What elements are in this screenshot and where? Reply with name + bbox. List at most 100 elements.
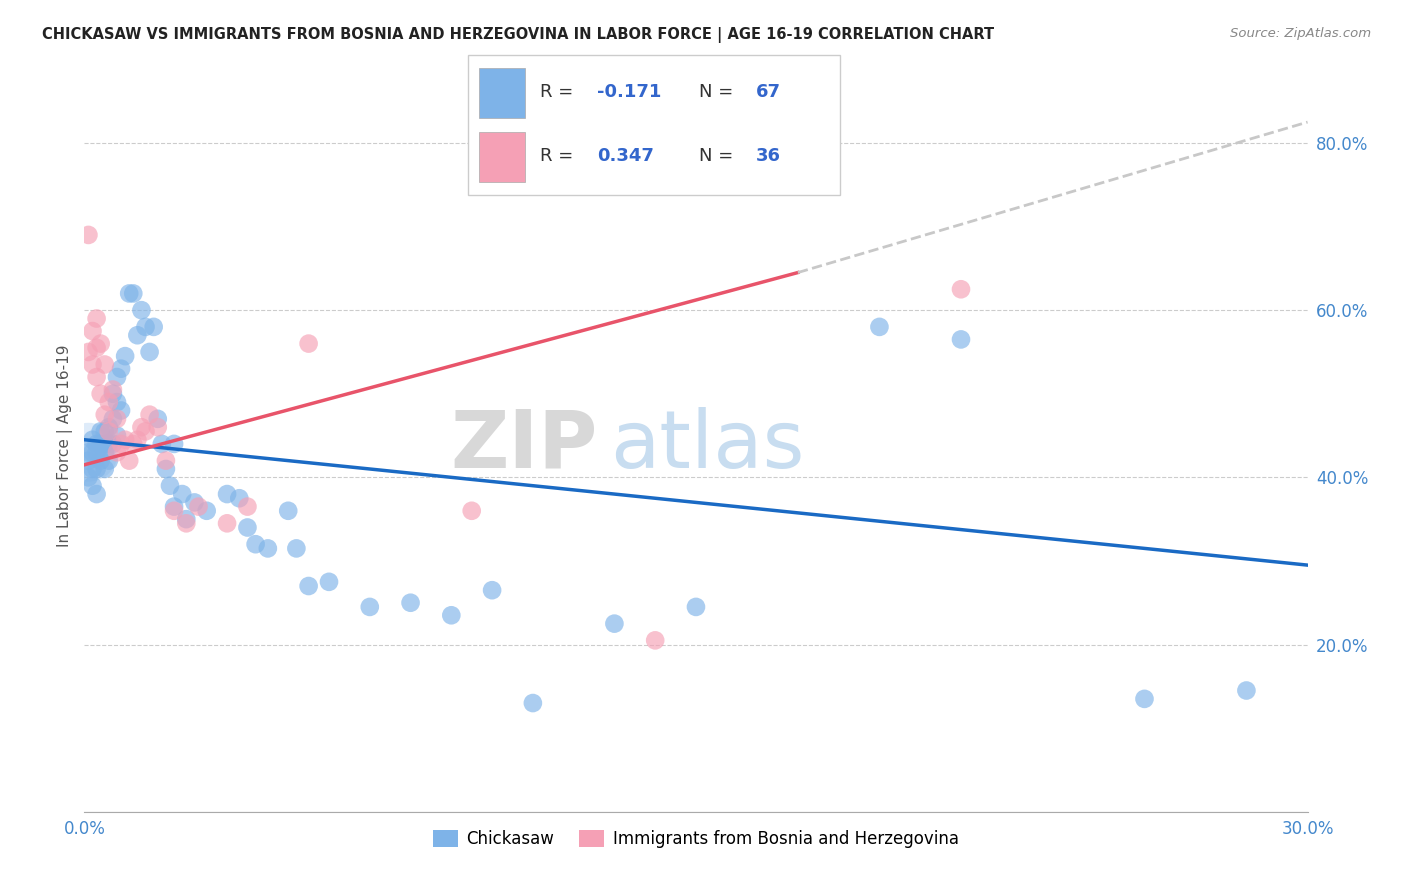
Point bbox=[93, 462, 115, 476]
Point bbox=[298, 336, 321, 351]
Point bbox=[105, 412, 128, 426]
Point bbox=[118, 453, 141, 467]
Point bbox=[142, 319, 165, 334]
Point bbox=[90, 336, 112, 351]
Point bbox=[163, 504, 186, 518]
Point bbox=[399, 596, 422, 610]
Point bbox=[93, 358, 115, 372]
Text: -0.171: -0.171 bbox=[598, 83, 661, 101]
Point bbox=[105, 395, 128, 409]
Point bbox=[644, 633, 666, 648]
Point bbox=[155, 453, 177, 467]
Point bbox=[82, 433, 104, 447]
Point bbox=[787, 157, 810, 171]
Point bbox=[101, 437, 124, 451]
Point bbox=[97, 425, 120, 439]
Point bbox=[122, 437, 145, 451]
Point bbox=[82, 479, 104, 493]
FancyBboxPatch shape bbox=[479, 68, 524, 118]
Point bbox=[114, 349, 136, 363]
Point bbox=[127, 328, 149, 343]
Point bbox=[135, 425, 157, 439]
Point bbox=[146, 412, 169, 426]
Point bbox=[603, 616, 626, 631]
Text: 36: 36 bbox=[756, 147, 782, 165]
Text: R =: R = bbox=[540, 147, 574, 165]
Point bbox=[163, 437, 186, 451]
Point bbox=[101, 412, 124, 426]
Point bbox=[298, 579, 321, 593]
Text: 67: 67 bbox=[756, 83, 782, 101]
Point bbox=[93, 425, 115, 439]
Point bbox=[90, 437, 112, 451]
Point bbox=[359, 599, 381, 614]
Point bbox=[118, 286, 141, 301]
Point bbox=[245, 537, 267, 551]
Point bbox=[90, 425, 112, 439]
Point bbox=[93, 408, 115, 422]
Point bbox=[135, 319, 157, 334]
Point bbox=[93, 437, 115, 451]
Point bbox=[163, 500, 186, 514]
Y-axis label: In Labor Force | Age 16-19: In Labor Force | Age 16-19 bbox=[58, 344, 73, 548]
Point bbox=[950, 333, 973, 347]
Point bbox=[481, 583, 503, 598]
Point bbox=[236, 500, 259, 514]
Text: N =: N = bbox=[699, 83, 734, 101]
Point bbox=[110, 437, 132, 451]
Point bbox=[86, 462, 108, 476]
Point bbox=[77, 445, 100, 459]
FancyBboxPatch shape bbox=[479, 132, 524, 182]
Point bbox=[183, 495, 205, 509]
Point bbox=[155, 462, 177, 476]
Point bbox=[86, 311, 108, 326]
Point bbox=[440, 608, 463, 623]
Point bbox=[122, 286, 145, 301]
Point bbox=[97, 395, 120, 409]
Text: R =: R = bbox=[540, 83, 574, 101]
Point bbox=[114, 433, 136, 447]
Point bbox=[97, 420, 120, 434]
Point bbox=[131, 420, 153, 434]
Point bbox=[127, 433, 149, 447]
Point bbox=[90, 453, 112, 467]
Point bbox=[82, 358, 104, 372]
Point bbox=[146, 420, 169, 434]
Point bbox=[1133, 691, 1156, 706]
Point bbox=[77, 453, 100, 467]
Point bbox=[461, 504, 484, 518]
Point bbox=[217, 487, 239, 501]
Point bbox=[86, 487, 108, 501]
Point bbox=[93, 445, 115, 459]
Point bbox=[138, 408, 160, 422]
Point bbox=[86, 445, 108, 459]
Point bbox=[105, 370, 128, 384]
Text: N =: N = bbox=[699, 147, 734, 165]
Text: 0.347: 0.347 bbox=[598, 147, 654, 165]
Point bbox=[110, 403, 132, 417]
Point bbox=[950, 282, 973, 296]
Point bbox=[86, 370, 108, 384]
Point bbox=[131, 303, 153, 318]
Point bbox=[97, 453, 120, 467]
Point bbox=[77, 445, 100, 459]
Point bbox=[90, 386, 112, 401]
Point bbox=[257, 541, 280, 556]
Point bbox=[285, 541, 308, 556]
Point bbox=[97, 437, 120, 451]
Point bbox=[1236, 683, 1258, 698]
Point bbox=[174, 516, 197, 531]
Point bbox=[172, 487, 194, 501]
Point bbox=[86, 341, 108, 355]
Point bbox=[217, 516, 239, 531]
Legend: Chickasaw, Immigrants from Bosnia and Herzegovina: Chickasaw, Immigrants from Bosnia and He… bbox=[426, 823, 966, 855]
Point bbox=[101, 383, 124, 397]
FancyBboxPatch shape bbox=[468, 55, 839, 194]
Point bbox=[101, 386, 124, 401]
Point bbox=[159, 479, 181, 493]
Point bbox=[318, 574, 340, 589]
Point bbox=[82, 324, 104, 338]
Text: ZIP: ZIP bbox=[451, 407, 598, 485]
Point bbox=[685, 599, 707, 614]
Point bbox=[105, 445, 128, 459]
